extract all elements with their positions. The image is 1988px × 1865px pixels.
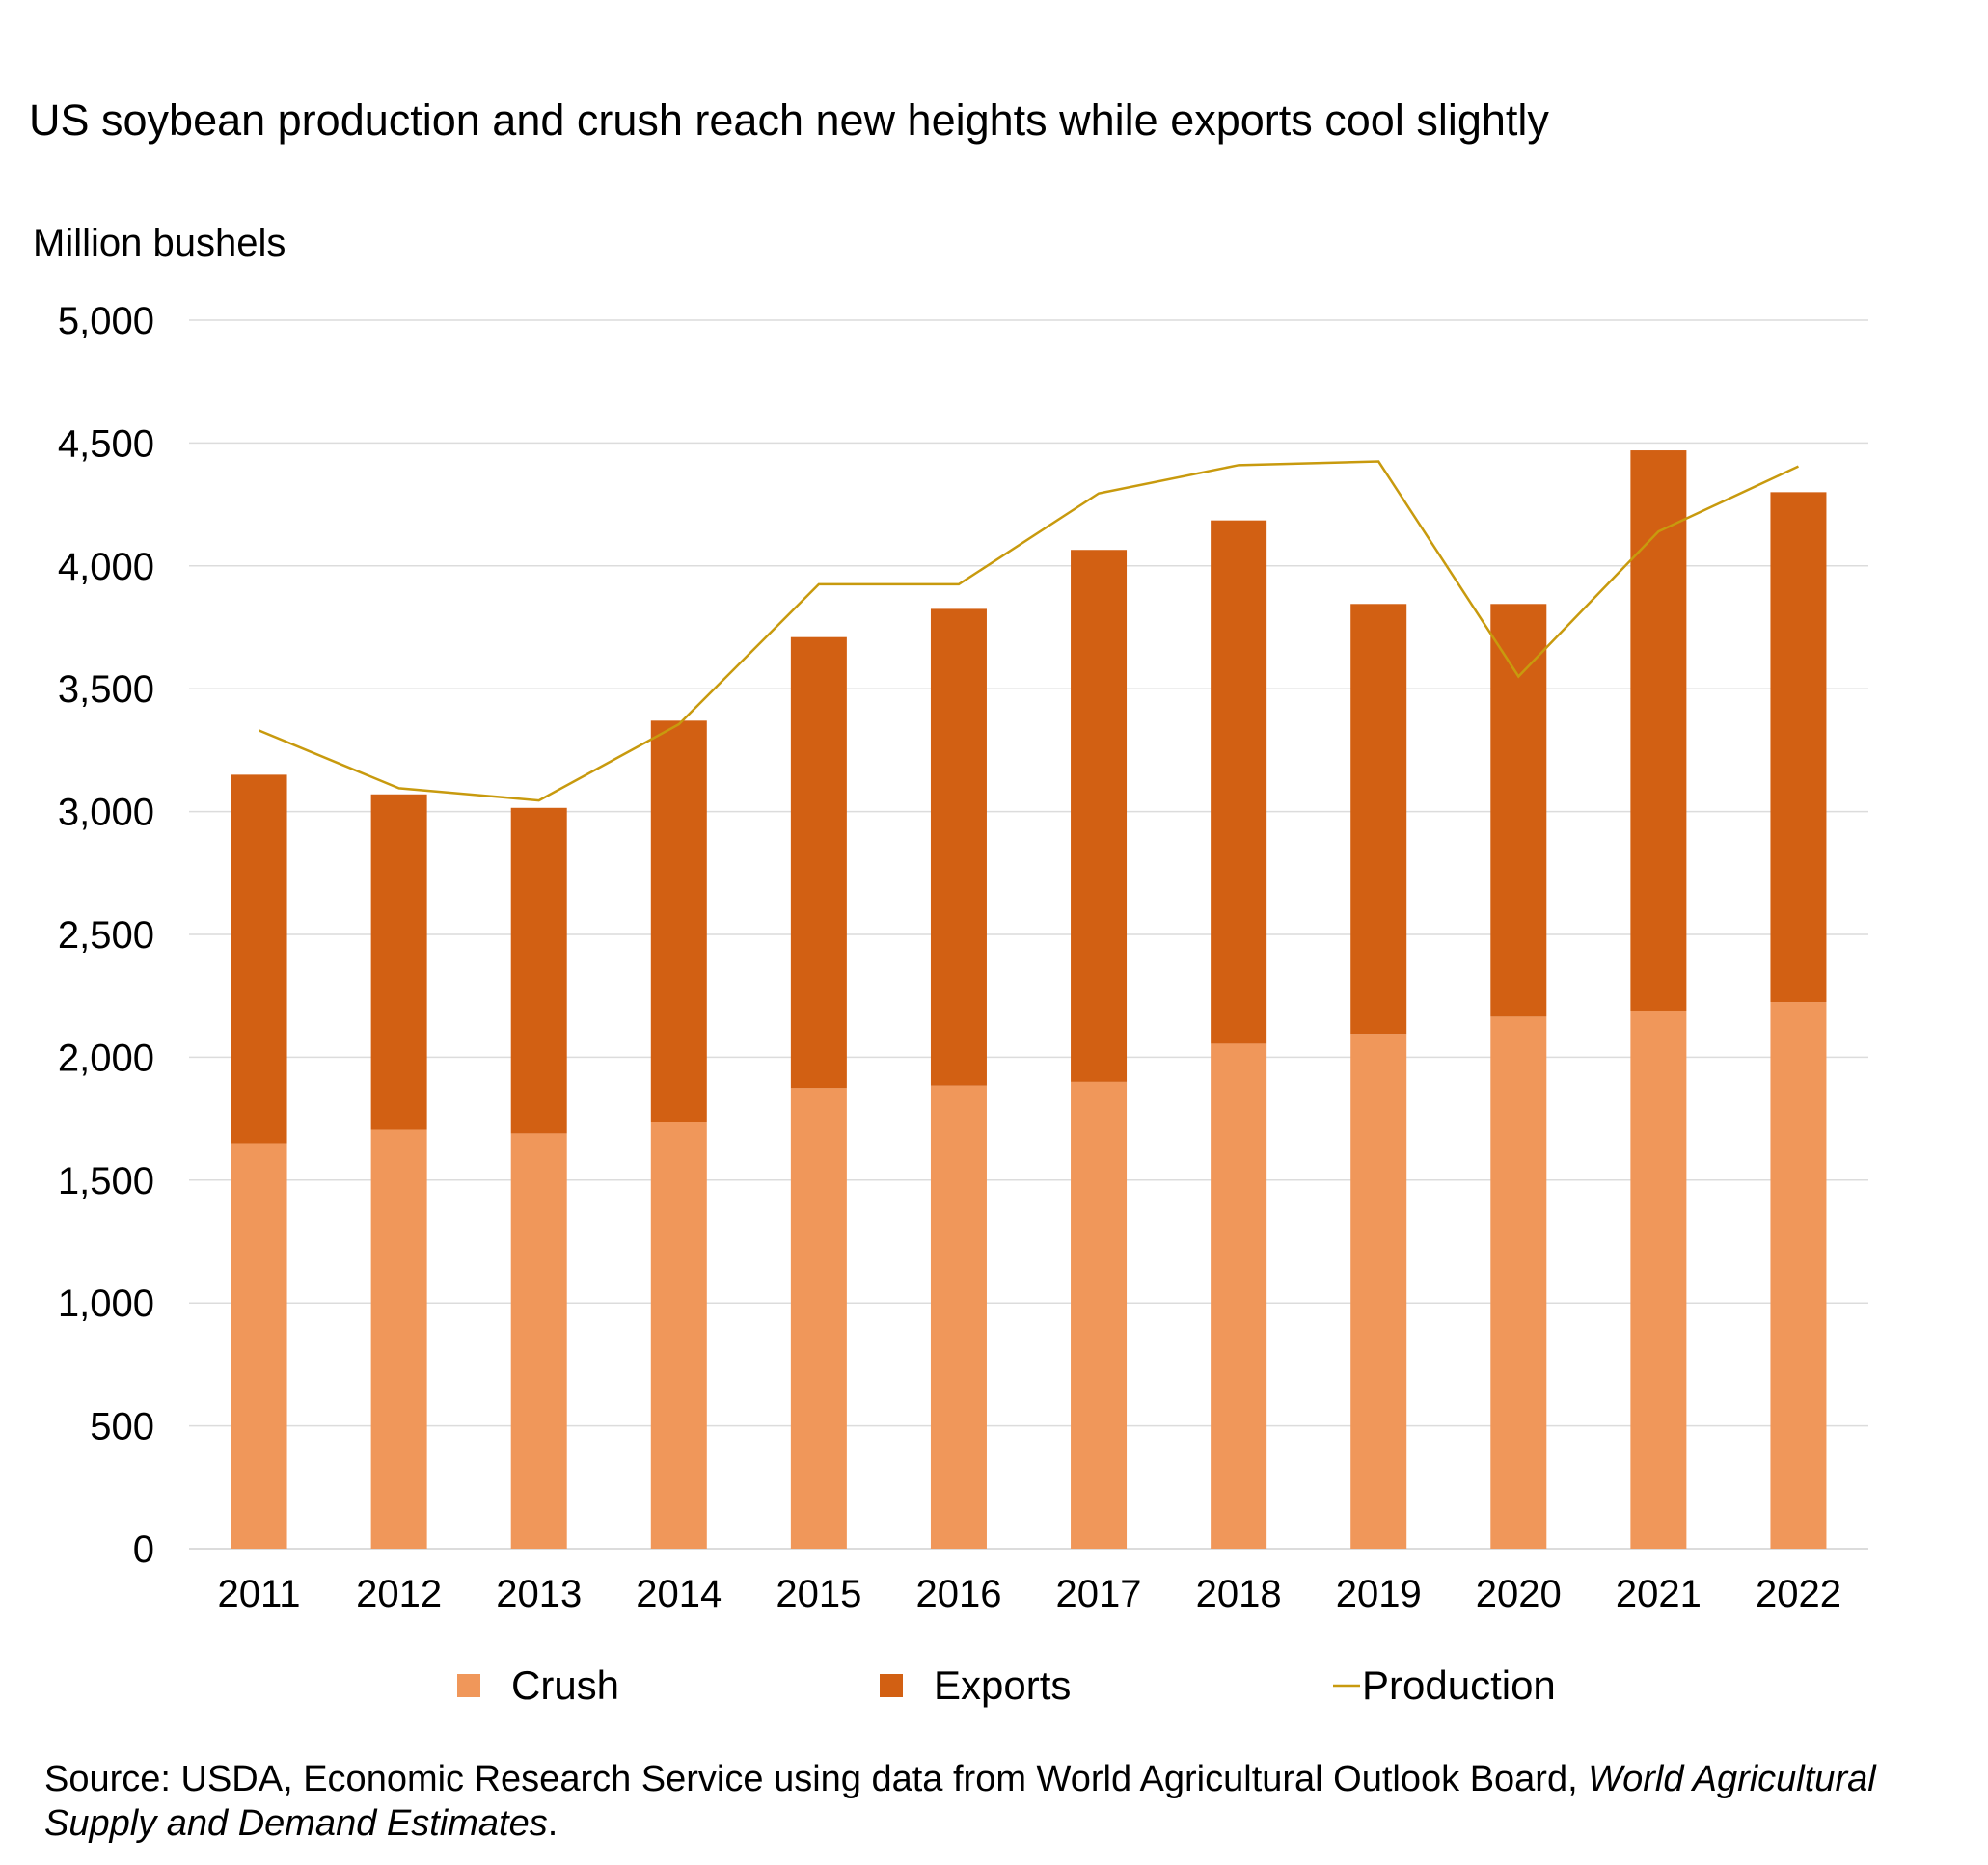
- y-tick-label: 0: [133, 1528, 154, 1571]
- y-axis-label: Million bushels: [33, 222, 286, 264]
- bar-crush: [231, 1143, 287, 1549]
- x-tick-label: 2022: [1756, 1573, 1841, 1615]
- x-tick-label: 2014: [636, 1573, 722, 1615]
- gridlines: [189, 319, 1868, 1550]
- bar-exports: [370, 794, 427, 1130]
- source-italic: World Agricultural Supply and Demand Est…: [44, 1759, 1876, 1844]
- y-tick-label: 3,000: [58, 792, 154, 834]
- source-note: Source: USDA, Economic Research Service …: [44, 1757, 1935, 1846]
- bar-crush: [1770, 1002, 1827, 1549]
- y-tick-label: 2,500: [58, 914, 154, 957]
- y-axis-ticks: 0 500 1,000 1,500 2,000 2,500 3,000 3,500 4,000 4…: [58, 300, 154, 1571]
- x-tick-label: 2018: [1196, 1573, 1282, 1615]
- y-tick-label: 1,500: [58, 1160, 154, 1203]
- source-prefix: Source: USDA, Economic Research Service …: [44, 1759, 1589, 1799]
- y-tick-label: 4,000: [58, 546, 154, 588]
- bar-crush: [510, 1133, 567, 1549]
- y-tick-label: 5,000: [58, 300, 154, 342]
- bar-exports: [1350, 604, 1407, 1035]
- production-line-layer: [259, 460, 1799, 802]
- bar-exports: [1211, 520, 1267, 1044]
- legend-swatch-exports: [880, 1674, 903, 1697]
- x-axis-ticks: 2011 2012 2013 2014 2015 2016 2017 2018 2019 2020…: [218, 1573, 1841, 1615]
- bar-exports: [650, 720, 707, 1122]
- x-tick-label: 2021: [1616, 1573, 1702, 1615]
- bars: [231, 450, 1827, 1549]
- bar-exports: [790, 636, 847, 1089]
- bar-crush: [370, 1129, 427, 1549]
- x-tick-label: 2020: [1476, 1573, 1562, 1615]
- y-tick-label: 2,000: [58, 1037, 154, 1079]
- bar-crush: [1071, 1081, 1128, 1549]
- bar-exports: [1490, 604, 1547, 1017]
- bar-exports: [510, 807, 567, 1134]
- bar-exports: [1630, 450, 1687, 1011]
- legend-swatch-crush: [457, 1674, 480, 1697]
- x-tick-label: 2019: [1336, 1573, 1422, 1615]
- source-suffix: .: [547, 1803, 558, 1844]
- bar-crush: [1211, 1043, 1267, 1549]
- legend-label-production: Production: [1362, 1662, 1556, 1708]
- x-tick-label: 2015: [776, 1573, 861, 1615]
- x-tick-label: 2017: [1056, 1573, 1142, 1615]
- y-tick-label: 4,500: [58, 422, 154, 465]
- x-tick-label: 2011: [218, 1573, 301, 1615]
- bar-crush: [1490, 1016, 1547, 1549]
- bar-crush: [1630, 1010, 1687, 1549]
- legend: Crush Exports Production: [457, 1662, 1556, 1708]
- bar-crush: [650, 1122, 707, 1549]
- y-tick-label: 500: [90, 1406, 154, 1448]
- x-tick-label: 2012: [356, 1573, 442, 1615]
- bar-exports: [1770, 492, 1827, 1003]
- legend-label-exports: Exports: [934, 1662, 1071, 1708]
- bar-exports: [930, 608, 987, 1086]
- production-line: [259, 460, 1799, 802]
- y-tick-label: 1,000: [58, 1283, 154, 1325]
- bar-exports: [231, 774, 287, 1144]
- bar-crush: [790, 1088, 847, 1549]
- x-tick-label: 2013: [496, 1573, 582, 1615]
- bar-crush: [930, 1085, 987, 1549]
- chart-title: US soybean production and crush reach ne…: [29, 95, 1549, 145]
- x-tick-label: 2016: [915, 1573, 1001, 1615]
- bar-exports: [1071, 550, 1128, 1082]
- bar-crush: [1350, 1034, 1407, 1549]
- y-tick-label: 3,500: [58, 668, 154, 711]
- legend-label-crush: Crush: [511, 1662, 619, 1708]
